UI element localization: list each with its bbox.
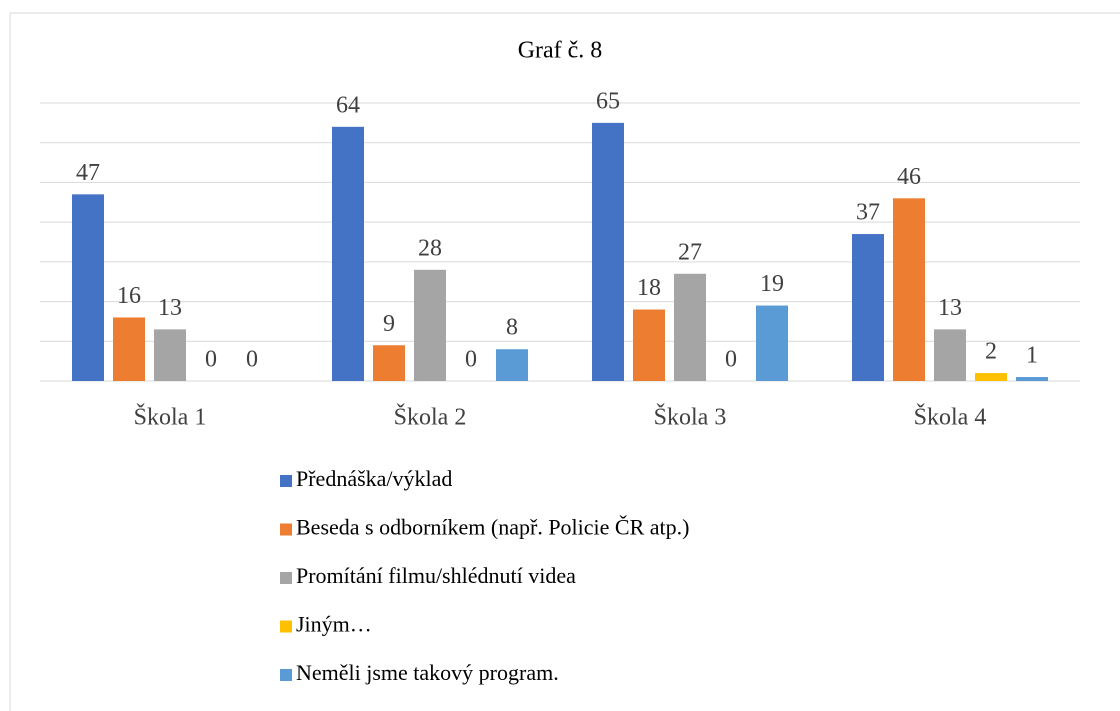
legend-label: Beseda s odborníkem (např. Policie ČR at… bbox=[296, 515, 689, 540]
data-label: 9 bbox=[383, 311, 395, 337]
bar bbox=[975, 373, 1007, 381]
legend-swatch bbox=[280, 523, 292, 536]
data-label: 28 bbox=[418, 235, 442, 261]
data-label: 0 bbox=[246, 347, 258, 373]
legend-swatch bbox=[280, 572, 292, 584]
x-tick-label: Škola 2 bbox=[394, 404, 467, 431]
data-label: 37 bbox=[856, 200, 880, 226]
data-label: 1 bbox=[1026, 343, 1038, 369]
bar bbox=[373, 345, 405, 381]
data-label: 0 bbox=[465, 347, 477, 373]
data-label: 64 bbox=[336, 92, 360, 118]
x-tick-label: Škola 3 bbox=[654, 404, 727, 431]
bar bbox=[154, 329, 186, 381]
legend-label: Neměli jsme takový program. bbox=[296, 660, 559, 685]
bar bbox=[592, 122, 624, 381]
data-label: 13 bbox=[938, 295, 962, 321]
bar bbox=[414, 269, 446, 381]
data-label: 13 bbox=[158, 295, 182, 321]
bar bbox=[756, 305, 788, 381]
chart-title: Graf č. 8 bbox=[518, 38, 603, 64]
data-label: 8 bbox=[506, 315, 518, 341]
data-label: 65 bbox=[596, 88, 620, 114]
bar bbox=[1016, 377, 1048, 381]
data-label: 16 bbox=[117, 283, 141, 309]
bar bbox=[72, 194, 104, 381]
data-label: 2 bbox=[985, 339, 997, 365]
bar bbox=[852, 234, 884, 381]
x-tick-label: Škola 1 bbox=[134, 404, 207, 431]
legend-swatch bbox=[280, 620, 292, 633]
bar bbox=[674, 273, 706, 381]
bar bbox=[113, 317, 145, 381]
bar bbox=[332, 126, 364, 381]
bar bbox=[496, 349, 528, 381]
data-label: 0 bbox=[205, 347, 217, 373]
data-label: 19 bbox=[760, 271, 784, 297]
bar bbox=[893, 198, 925, 381]
legend-label: Promítání filmu/shlédnutí videa bbox=[296, 563, 576, 588]
legend-swatch bbox=[280, 669, 292, 681]
legend-label: Jiným… bbox=[296, 612, 372, 637]
legend-swatch bbox=[280, 475, 292, 487]
bar bbox=[934, 329, 966, 381]
data-label: 27 bbox=[678, 239, 702, 265]
legend-label: Přednáška/výklad bbox=[296, 466, 452, 491]
data-label: 47 bbox=[76, 160, 100, 186]
x-tick-label: Škola 4 bbox=[914, 404, 987, 431]
data-label: 18 bbox=[637, 275, 661, 301]
data-label: 46 bbox=[897, 164, 921, 190]
bar bbox=[633, 309, 665, 381]
data-label: 0 bbox=[725, 347, 737, 373]
